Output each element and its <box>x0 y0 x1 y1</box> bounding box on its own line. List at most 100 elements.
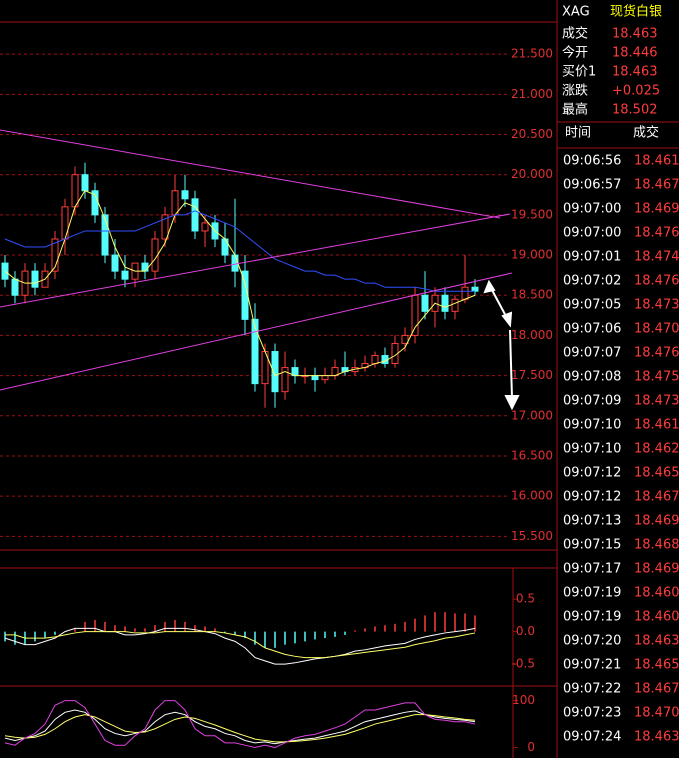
indicator-line <box>4 709 476 745</box>
candle-body <box>11 278 19 296</box>
trade-time: 09:07:22 <box>563 682 621 697</box>
candle-body <box>31 270 39 288</box>
indicator-line <box>4 210 475 292</box>
trade-price: 18.470 <box>634 706 679 721</box>
candle-body <box>61 206 69 240</box>
trade-time: 09:07:00 <box>563 226 621 241</box>
plot <box>0 53 518 749</box>
candle-body <box>411 294 419 336</box>
quote-label: 成交 <box>562 26 588 42</box>
y-tick-label: 17.500 <box>511 368 553 382</box>
trade-price: 18.460 <box>634 586 679 601</box>
trade-time: 09:07:19 <box>563 610 621 625</box>
candle-body <box>461 286 469 300</box>
trade-price: 18.469 <box>634 514 679 529</box>
y-tick-label: 0.0 <box>516 624 535 638</box>
candle-body <box>441 294 449 312</box>
quote-label: 今开 <box>562 45 588 61</box>
trade-time: 09:07:12 <box>563 466 621 481</box>
quote-value: +0.025 <box>612 84 660 99</box>
trade-price: 18.476 <box>634 226 679 241</box>
candle-body <box>251 318 259 385</box>
trade-time: 09:07:02 <box>563 274 621 289</box>
trade-time: 09:07:20 <box>563 634 621 649</box>
indicator-line <box>4 700 476 749</box>
candle-body <box>71 174 79 208</box>
trade-price: 18.468 <box>634 538 679 553</box>
indicator-line <box>4 627 476 665</box>
trade-price: 18.473 <box>634 298 679 313</box>
candle-body <box>321 375 329 381</box>
trade-time: 09:07:21 <box>563 658 621 673</box>
arrows <box>483 279 520 411</box>
trade-price: 18.461 <box>634 418 679 433</box>
trade-time: 09:07:17 <box>563 562 621 577</box>
trade-time: 09:07:10 <box>563 418 621 433</box>
y-tick-label: -0.5 <box>512 657 535 671</box>
y-tick-label: 19.500 <box>511 207 553 221</box>
trade-price: 18.467 <box>634 682 679 697</box>
candle-body <box>111 254 119 272</box>
y-tick-label: 17.000 <box>511 408 553 422</box>
y-tick-label: 18.000 <box>511 328 553 342</box>
trade-time: 09:06:57 <box>563 178 621 193</box>
candle-body <box>181 190 189 200</box>
trade-price: 18.473 <box>634 394 679 409</box>
trend-lines <box>0 129 513 391</box>
trade-time: 09:07:10 <box>563 442 621 457</box>
quote-label: 涨跌 <box>562 83 588 99</box>
quote-label: 最高 <box>562 102 588 118</box>
quote-value: 18.463 <box>612 27 658 42</box>
candle-body <box>371 355 379 365</box>
y-tick-label: 20.000 <box>511 167 553 181</box>
y-tick-label: 100 <box>512 693 535 707</box>
candle-body <box>51 238 59 272</box>
trade-time: 09:07:19 <box>563 586 621 601</box>
quote-value: 18.463 <box>612 65 658 80</box>
trade-price: 18.475 <box>634 370 679 385</box>
candle-body <box>271 350 279 393</box>
y-tick-label: 18.500 <box>511 288 553 302</box>
trade-price: 18.465 <box>634 466 679 481</box>
candle-body <box>171 190 179 216</box>
candle-body <box>221 238 229 256</box>
candle-body <box>141 262 149 272</box>
quote-label: 买价1 <box>562 65 596 80</box>
trade-price: 18.469 <box>634 562 679 577</box>
candle-body <box>311 375 319 381</box>
trade-time: 09:07:23 <box>563 706 621 721</box>
y-tick-label: 0 <box>527 740 535 754</box>
trade-price: 18.462 <box>634 442 679 457</box>
candle-body <box>81 174 89 192</box>
trade-price: 18.470 <box>634 322 679 337</box>
y-tick-label: 0.5 <box>516 592 535 606</box>
candle-body <box>281 367 289 393</box>
quote-value: 18.502 <box>612 103 658 118</box>
candle-body <box>161 214 169 240</box>
trade-price: 18.463 <box>634 634 679 649</box>
y-tick-label: 20.500 <box>511 127 553 141</box>
trade-price: 18.467 <box>634 178 679 193</box>
column-header: 时间 <box>565 126 591 141</box>
y-tick-label: 19.000 <box>511 248 553 262</box>
y-tick-label: 21.000 <box>511 87 553 101</box>
candle-body <box>421 294 429 312</box>
candle-body <box>201 222 209 232</box>
trade-time: 09:07:07 <box>563 346 621 361</box>
trade-time: 09:07:12 <box>563 490 621 505</box>
indicator-line <box>4 190 476 377</box>
trade-price: 18.460 <box>634 610 679 625</box>
trade-price: 18.469 <box>634 202 679 217</box>
quote-value: 18.446 <box>612 46 658 61</box>
trade-price: 18.467 <box>634 490 679 505</box>
candle-body <box>191 198 199 232</box>
trade-time: 09:07:24 <box>563 730 621 745</box>
trade-time: 09:07:08 <box>563 370 621 385</box>
trade-time: 09:07:15 <box>563 538 621 553</box>
trade-time: 09:07:13 <box>563 514 621 529</box>
trade-price: 18.476 <box>634 274 679 289</box>
instrument-name: 现货白银 <box>610 4 662 20</box>
trade-price: 18.461 <box>634 154 679 169</box>
trade-time: 09:07:06 <box>563 322 621 337</box>
